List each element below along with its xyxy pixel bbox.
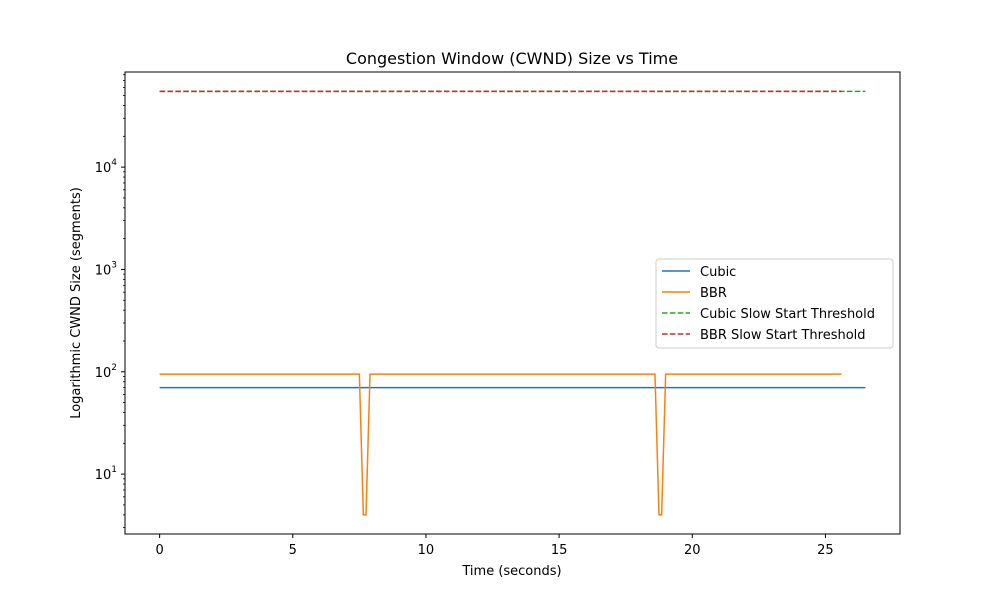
y-tick-label: 101 — [95, 465, 117, 483]
x-tick-label: 20 — [684, 543, 701, 558]
x-axis-label: Time (seconds) — [461, 564, 561, 579]
legend: Cubic BBR Cubic Slow Start Threshold BBR Sl… — [655, 258, 894, 349]
y-axis: 101 102 103 104 — [95, 74, 125, 529]
series-line-2 — [159, 373, 842, 516]
x-tick-label: 25 — [817, 543, 834, 558]
plot-area — [159, 90, 866, 516]
legend-label: BBR Slow Start Threshold — [700, 328, 866, 343]
y-tick-label: 103 — [95, 260, 117, 278]
legend-label: BBR — [700, 286, 727, 301]
x-axis: 0 5 10 15 20 25 — [155, 534, 834, 558]
x-tick-label: 0 — [155, 543, 163, 558]
y-tick-label: 104 — [95, 158, 118, 176]
x-tick-label: 5 — [289, 543, 297, 558]
y-axis-label: Logarithmic CWND Size (segments) — [69, 187, 84, 419]
x-tick-label: 15 — [551, 543, 568, 558]
chart-title: Congestion Window (CWND) Size vs Time — [346, 49, 678, 68]
y-tick-label: 102 — [95, 363, 117, 381]
legend-label: Cubic Slow Start Threshold — [700, 307, 875, 322]
plot-frame — [124, 71, 901, 535]
legend-label: Cubic — [700, 265, 736, 280]
legend-box — [655, 258, 894, 349]
x-tick-label: 10 — [418, 543, 435, 558]
